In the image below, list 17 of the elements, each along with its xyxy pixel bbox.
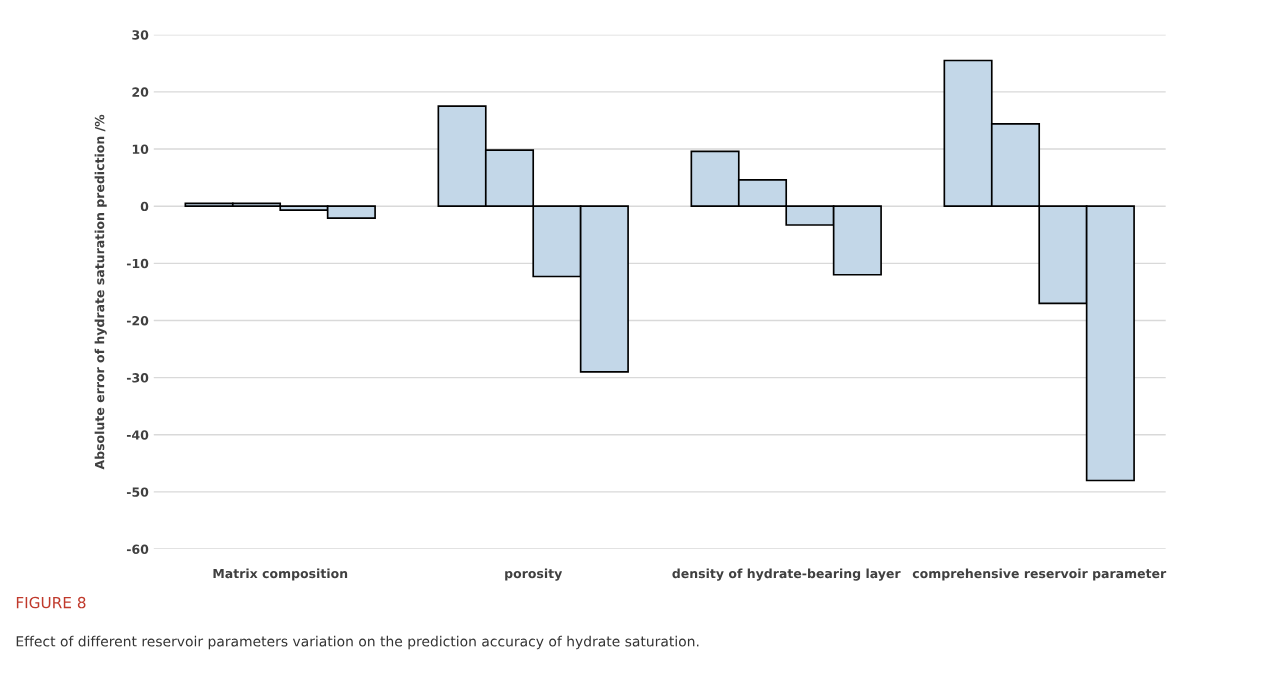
y-tick-label: -60 [126,544,149,554]
y-tick-label: 30 [132,30,149,40]
y-tick-label: -10 [126,258,149,269]
caption: FIGURE 8 [16,596,86,609]
y-tick-label: 10 [132,144,149,154]
y-axis-title: Absolute error of hydrate saturation prediction /% [94,114,107,470]
y-tick-label: -30 [126,373,149,383]
text: Effect of different reservoir parameters variation on the prediction accuracy of hydrate saturation. [16,635,699,650]
x-tick-label: comprehensive reservoir parameter [912,568,1167,581]
y-tick-label: 20 [132,87,149,97]
y-tick-label: 0 [140,201,149,212]
x-tick-label: porosity [505,568,563,581]
x-tick-label: density of hydrate-bearing layer [672,568,901,581]
y-tick-label: -20 [126,315,149,326]
x-tick-label: Matrix composition [213,568,348,581]
y-tick-label: -50 [126,487,149,497]
y-tick-label: -40 [126,430,149,440]
